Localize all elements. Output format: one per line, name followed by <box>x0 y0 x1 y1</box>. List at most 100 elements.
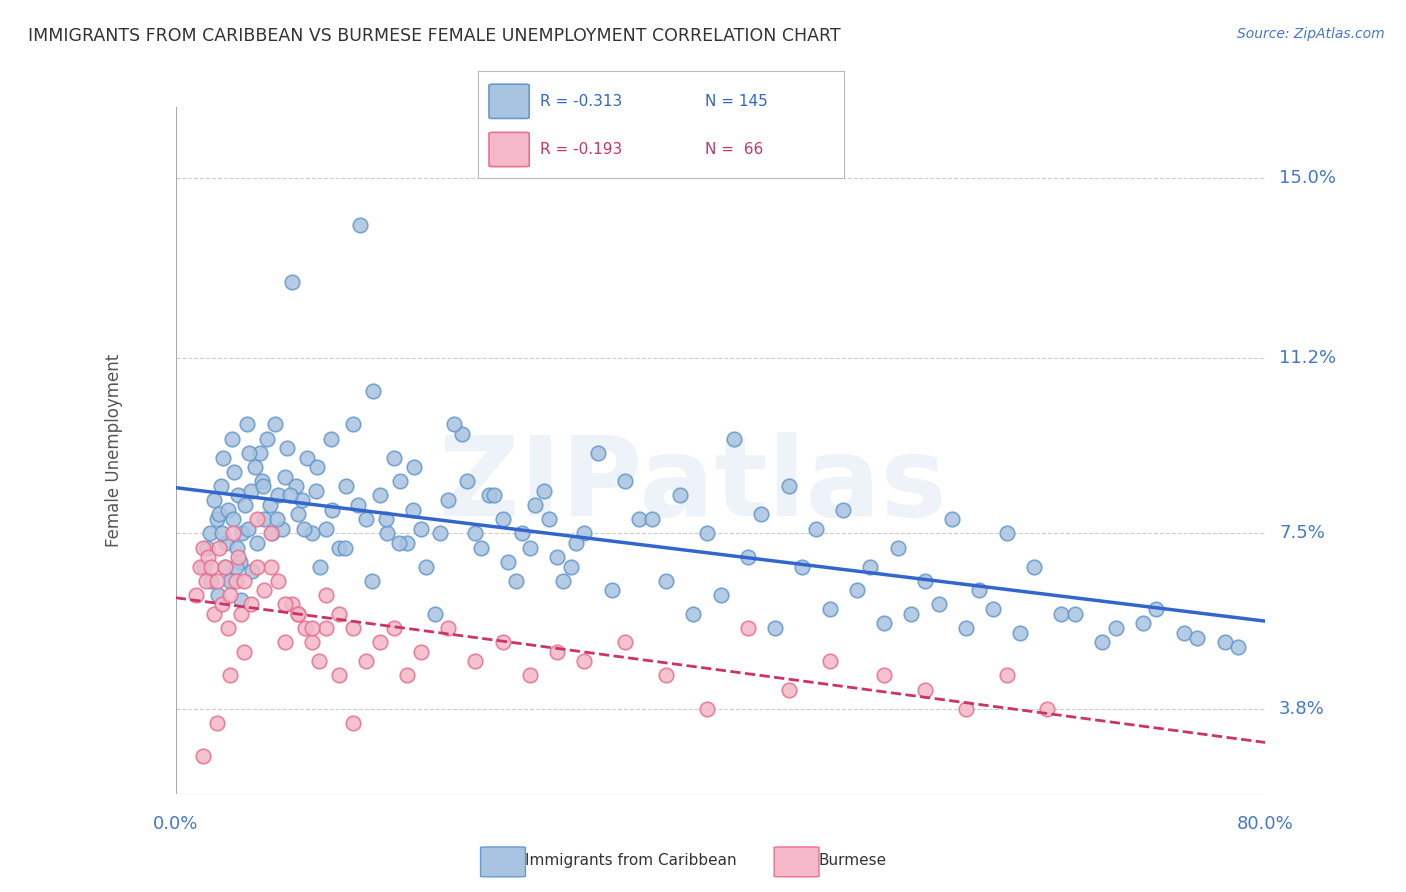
Point <box>328 541 350 555</box>
Point <box>335 479 357 493</box>
Point <box>404 460 426 475</box>
Point <box>215 536 238 550</box>
Point <box>287 607 309 621</box>
Point <box>328 668 350 682</box>
FancyBboxPatch shape <box>481 847 526 877</box>
Point <box>778 682 800 697</box>
Point <box>1063 607 1085 621</box>
Text: 80.0%: 80.0% <box>1237 815 1294 833</box>
Point <box>200 559 222 574</box>
Point <box>519 541 541 555</box>
Point <box>551 574 574 588</box>
Point <box>429 526 451 541</box>
Point <box>228 488 250 502</box>
Point <box>224 465 246 479</box>
Point <box>586 446 609 460</box>
Point <box>231 526 253 541</box>
Point <box>415 559 437 574</box>
Point <box>655 668 678 682</box>
Point <box>240 564 263 578</box>
Point <box>349 219 371 233</box>
Point <box>262 526 284 541</box>
Point <box>191 749 214 764</box>
Point <box>219 574 242 588</box>
Point <box>505 574 527 588</box>
Point <box>274 635 297 649</box>
Point <box>266 512 288 526</box>
Point <box>382 450 405 465</box>
Point <box>276 441 298 455</box>
Point <box>1104 621 1126 635</box>
Point <box>211 526 233 541</box>
Point <box>253 512 276 526</box>
Point <box>1173 625 1195 640</box>
Point <box>737 621 759 635</box>
Point <box>264 417 287 432</box>
Point <box>221 432 243 446</box>
Point <box>202 493 225 508</box>
Point <box>229 555 252 569</box>
Point <box>1022 559 1045 574</box>
Point <box>832 502 855 516</box>
Text: 15.0%: 15.0% <box>1279 169 1336 187</box>
Text: Immigrants from Caribbean: Immigrants from Caribbean <box>526 854 737 868</box>
Point <box>873 616 896 631</box>
Point <box>256 432 278 446</box>
Point <box>267 574 290 588</box>
Text: IMMIGRANTS FROM CARIBBEAN VS BURMESE FEMALE UNEMPLOYMENT CORRELATION CHART: IMMIGRANTS FROM CARIBBEAN VS BURMESE FEM… <box>28 27 841 45</box>
Point <box>546 645 568 659</box>
Point <box>222 512 245 526</box>
Point <box>574 654 596 668</box>
Point <box>231 607 253 621</box>
Point <box>969 583 991 598</box>
Point <box>389 475 412 489</box>
Point <box>193 559 215 574</box>
Point <box>492 635 515 649</box>
Point <box>955 701 977 715</box>
Point <box>696 701 718 715</box>
Point <box>233 498 256 512</box>
Point <box>222 526 245 541</box>
Point <box>537 512 560 526</box>
Point <box>328 607 350 621</box>
Point <box>696 526 718 541</box>
Point <box>1036 701 1059 715</box>
Point <box>342 417 364 432</box>
Point <box>194 574 217 588</box>
Point <box>315 522 337 536</box>
Point <box>253 583 276 598</box>
Point <box>321 502 343 516</box>
Point <box>388 536 411 550</box>
Point <box>627 512 650 526</box>
Point <box>368 488 391 502</box>
Text: N = 145: N = 145 <box>704 94 768 109</box>
Point <box>723 432 745 446</box>
Text: N =  66: N = 66 <box>704 142 763 157</box>
Point <box>928 598 950 612</box>
Point <box>198 526 221 541</box>
Point <box>886 541 908 555</box>
Point <box>259 498 281 512</box>
Point <box>396 536 419 550</box>
Point <box>301 635 323 649</box>
Point <box>231 592 253 607</box>
Text: Burmese: Burmese <box>818 854 887 868</box>
Point <box>423 607 446 621</box>
Text: 11.2%: 11.2% <box>1279 349 1336 368</box>
Text: 0.0%: 0.0% <box>153 815 198 833</box>
Point <box>200 574 222 588</box>
Text: ZIPatlas: ZIPatlas <box>440 433 948 540</box>
Point <box>207 588 229 602</box>
Point <box>437 493 460 508</box>
Point <box>260 559 283 574</box>
Point <box>356 512 378 526</box>
Point <box>252 479 274 493</box>
Point <box>267 488 290 502</box>
Point <box>307 460 329 475</box>
Point <box>710 588 733 602</box>
Point <box>1050 607 1073 621</box>
Point <box>214 559 236 574</box>
Point <box>1091 635 1114 649</box>
Point <box>995 526 1018 541</box>
Point <box>235 417 257 432</box>
